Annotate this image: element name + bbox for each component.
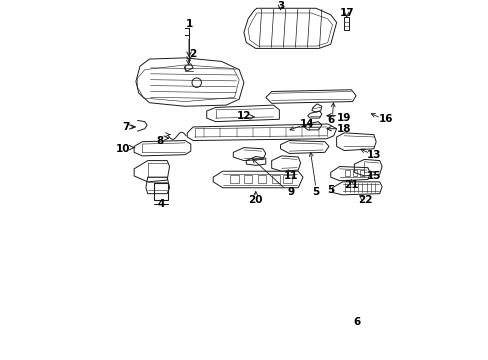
Text: 20: 20 [248, 194, 263, 204]
Text: 6: 6 [327, 116, 334, 125]
Text: 6: 6 [353, 317, 360, 327]
Text: 1: 1 [185, 19, 192, 28]
Text: 8: 8 [156, 135, 163, 145]
Text: 15: 15 [366, 171, 380, 181]
Text: 7: 7 [122, 122, 129, 132]
Text: 3: 3 [276, 1, 284, 11]
Text: 22: 22 [358, 194, 372, 204]
Text: 16: 16 [378, 114, 392, 124]
Text: 13: 13 [366, 150, 380, 160]
Text: 4: 4 [157, 199, 164, 209]
Text: 5: 5 [326, 185, 334, 195]
Text: 11: 11 [284, 171, 298, 181]
Text: 5: 5 [312, 187, 319, 197]
Text: 10: 10 [116, 144, 130, 154]
Text: 18: 18 [336, 124, 351, 134]
Text: 19: 19 [336, 113, 351, 123]
Text: 21: 21 [344, 180, 358, 190]
Text: 12: 12 [236, 111, 251, 121]
Text: 14: 14 [299, 119, 314, 129]
Text: 2: 2 [189, 49, 196, 59]
Text: 9: 9 [287, 187, 294, 197]
Text: 17: 17 [339, 8, 353, 18]
